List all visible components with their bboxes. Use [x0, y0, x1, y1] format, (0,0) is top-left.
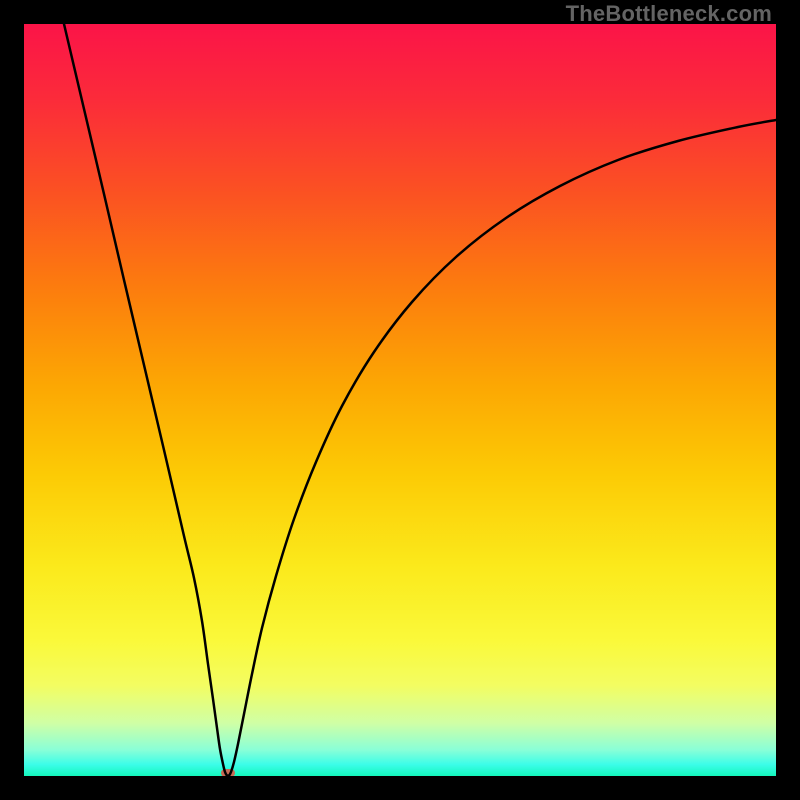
plot-svg [24, 24, 776, 776]
chart-frame: TheBottleneck.com [0, 0, 800, 800]
watermark-text: TheBottleneck.com [566, 1, 772, 27]
frame-border-right [776, 0, 800, 800]
gradient-background [24, 24, 776, 776]
frame-border-bottom [0, 776, 800, 800]
frame-border-left [0, 0, 24, 800]
plot-area [24, 24, 776, 776]
